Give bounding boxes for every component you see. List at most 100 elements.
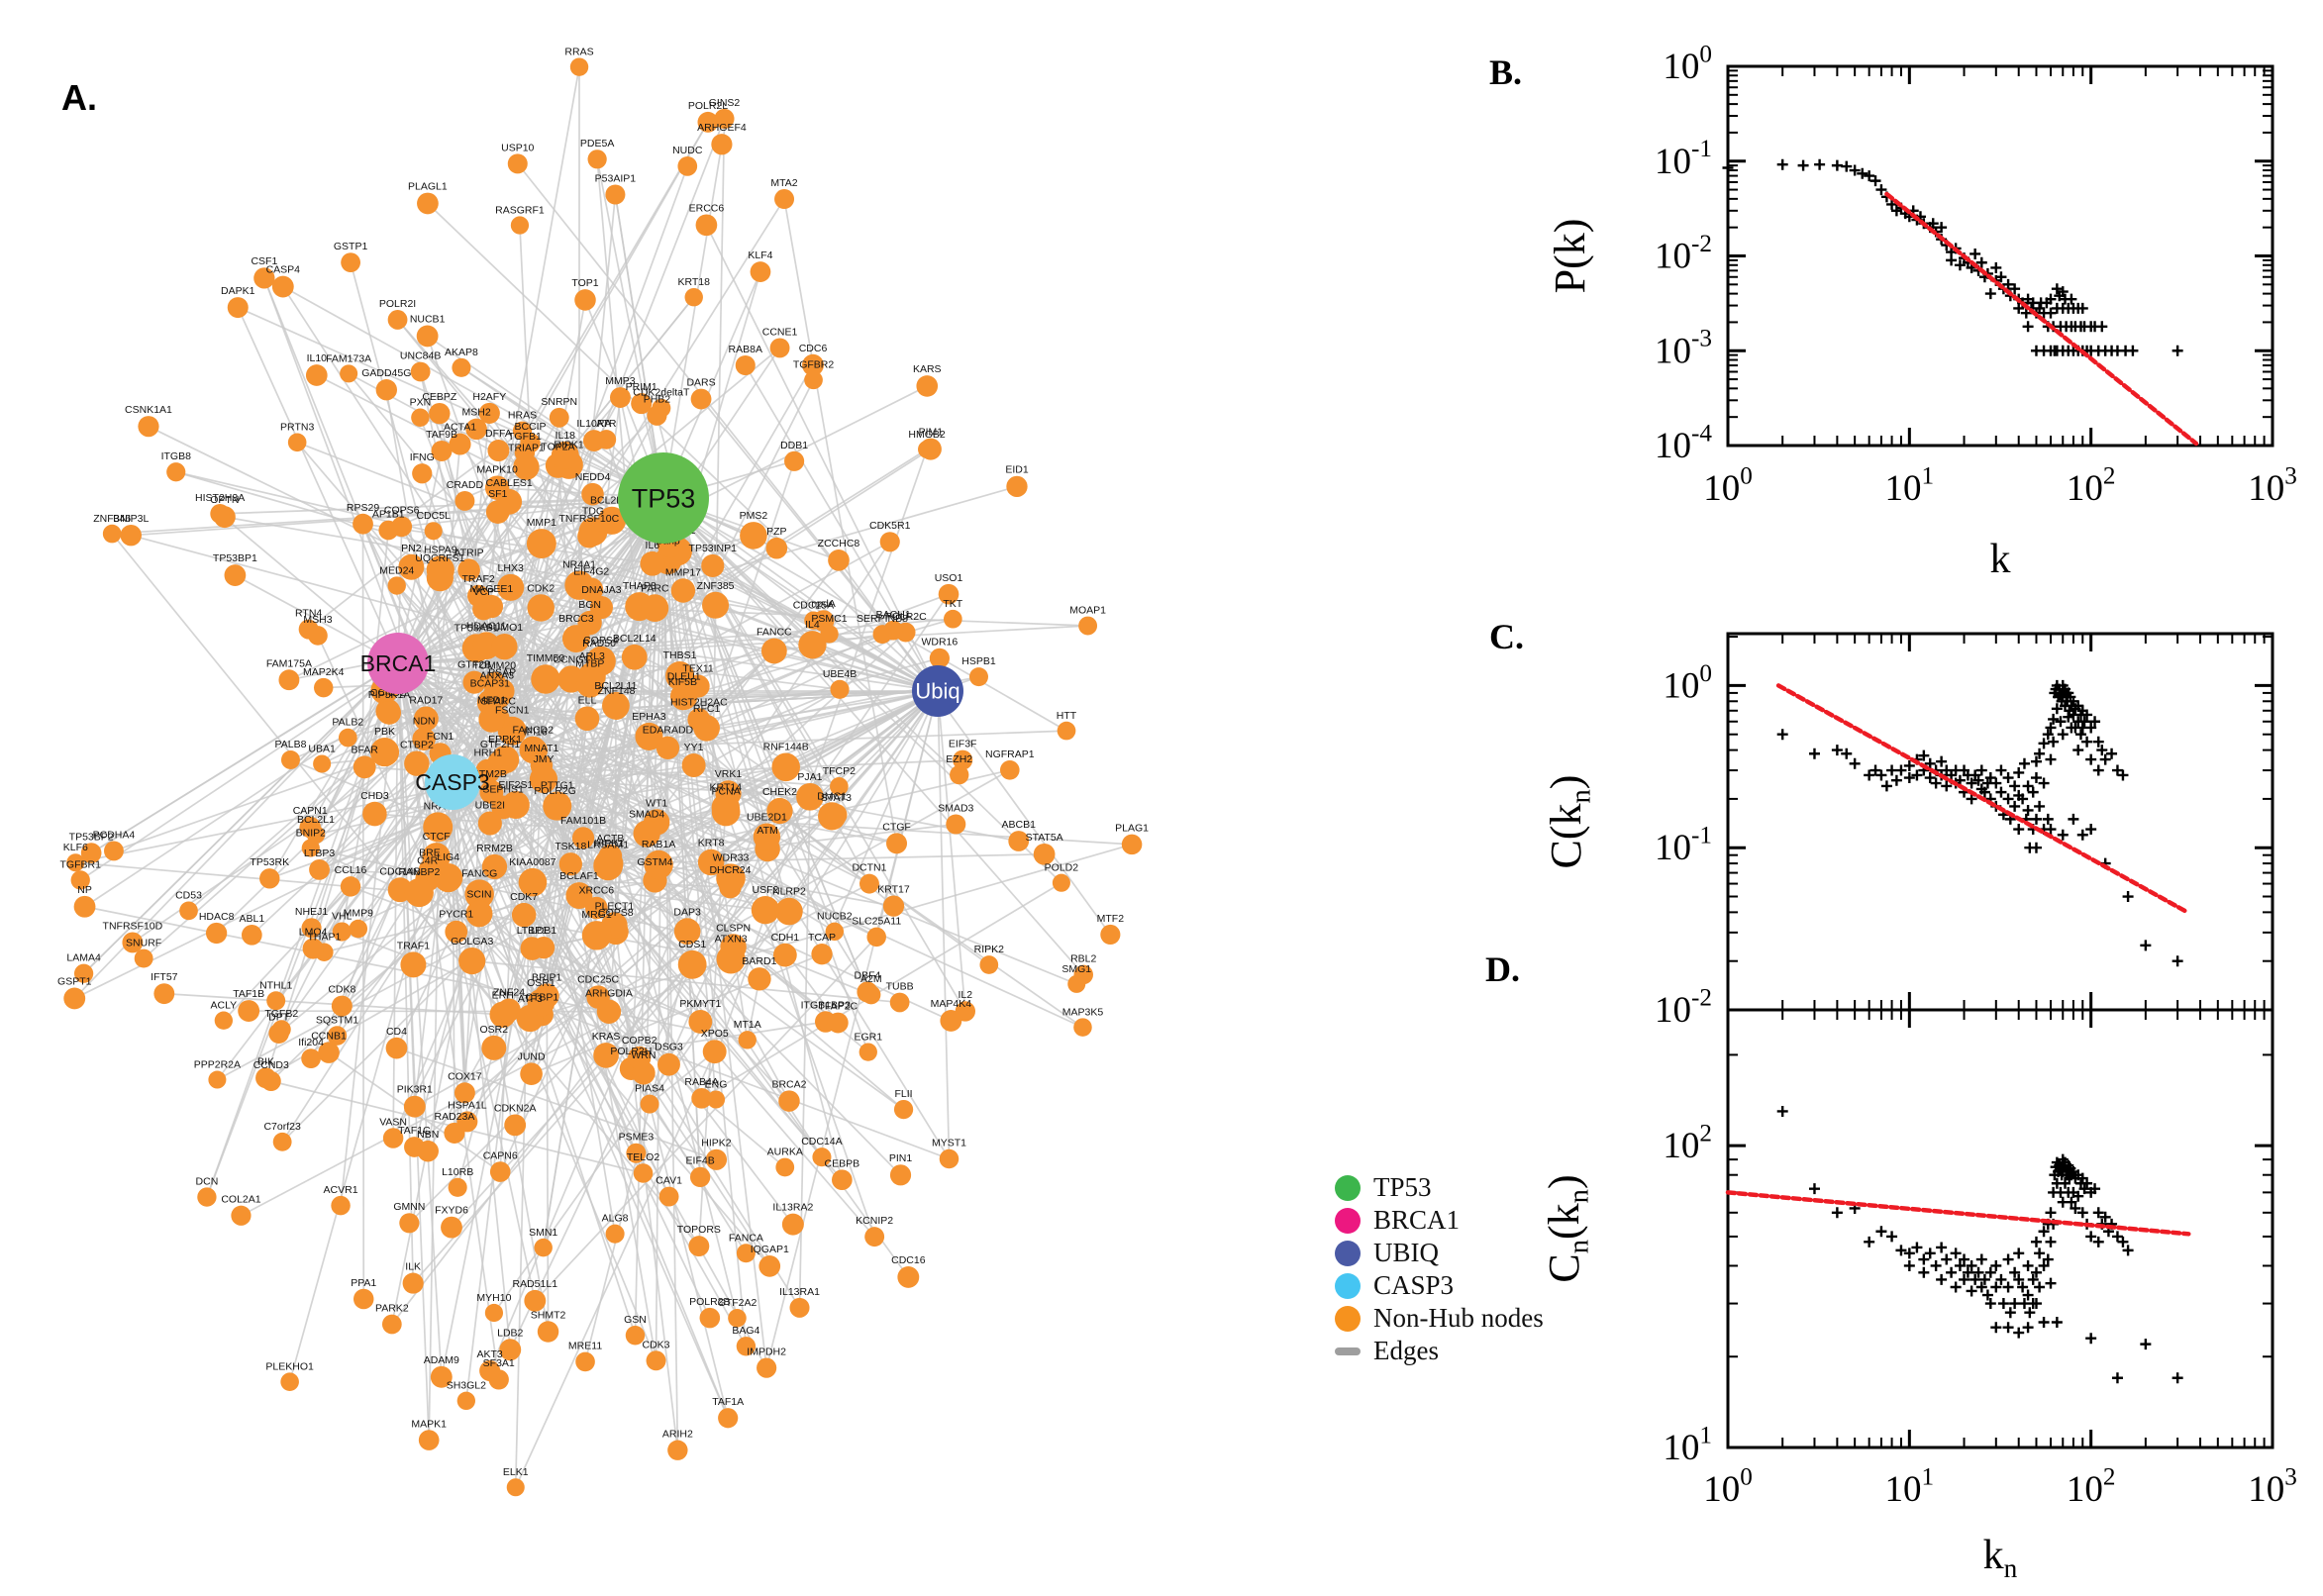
network-node xyxy=(238,1000,260,1022)
network-node-label: EIF2S1 xyxy=(498,779,533,791)
network-node xyxy=(362,801,387,827)
network-node-label: MTBP xyxy=(575,658,604,670)
network-node xyxy=(577,525,601,549)
network-node-label: KLF4 xyxy=(748,249,772,261)
network-node-label: CTBP2 xyxy=(400,739,434,750)
network-node-label: CTBP1 xyxy=(525,991,558,1003)
network-node xyxy=(693,715,720,742)
scatter-points xyxy=(1722,158,2183,356)
legend-item-tp53: TP53 xyxy=(1335,1171,1544,1204)
network-node-label: MMP3 xyxy=(605,375,635,387)
brca1-hub-icon xyxy=(1335,1207,1361,1234)
network-node-label: BCL2L11 xyxy=(594,680,637,692)
network-node-label: BCL2L1 xyxy=(297,814,335,826)
network-node xyxy=(1073,1018,1092,1037)
svg-text:101: 101 xyxy=(1885,462,1935,509)
network-node-label: PKMYT1 xyxy=(679,998,721,1010)
network-node xyxy=(484,1303,504,1323)
network-node-label: HIPK2 xyxy=(701,1138,732,1149)
network-node-label: EZH2 xyxy=(946,753,972,765)
network-node-label: TFCP2 xyxy=(823,765,856,777)
network-node xyxy=(122,932,144,953)
network-node xyxy=(423,812,454,843)
network-node-label: CDC6 xyxy=(799,343,828,354)
network-node xyxy=(456,1111,478,1133)
network-node xyxy=(489,1161,511,1182)
panel-label-c: C. xyxy=(1489,617,1524,656)
network-node xyxy=(340,876,361,897)
network-node xyxy=(341,252,361,273)
network-node xyxy=(504,1114,527,1137)
network-node xyxy=(1008,831,1030,851)
network-node-label: Ifi204 xyxy=(298,1037,324,1048)
hub-label-brca1: BRCA1 xyxy=(360,650,437,676)
network-node xyxy=(416,325,439,348)
network-node xyxy=(479,779,504,804)
network-node xyxy=(751,896,780,925)
network-node-label: YY1 xyxy=(684,742,704,753)
network-node xyxy=(943,609,962,629)
network-node-label: NLRP2 xyxy=(772,886,806,898)
network-node-label: DSG3 xyxy=(655,1042,683,1053)
network-node xyxy=(448,1177,467,1197)
network-node-label: HSPB1 xyxy=(961,655,996,667)
network-node xyxy=(271,275,294,298)
network-node xyxy=(781,1213,804,1236)
network-node xyxy=(120,524,142,547)
network-node-label: AKAP8 xyxy=(445,347,478,358)
network-node-label: IFI16 xyxy=(524,727,548,739)
network-node-label: TEX11 xyxy=(682,662,713,674)
network-node xyxy=(587,150,607,169)
network-node-label: KRT14 xyxy=(710,782,743,794)
network-node-label: UBE2I xyxy=(475,799,505,811)
network-node xyxy=(670,578,696,603)
network-node-label: ILK xyxy=(405,1261,421,1273)
network-node-label: EPPK1 xyxy=(488,734,522,746)
network-node-label: MMP17 xyxy=(665,566,701,578)
network-node xyxy=(179,901,198,921)
legend-label: UBIQ xyxy=(1373,1238,1439,1267)
network-node-label: ATR xyxy=(596,418,617,430)
network-node xyxy=(280,1372,299,1391)
network-node-label: BGN xyxy=(578,599,601,611)
network-node xyxy=(569,57,589,76)
network-node-label: CDK3 xyxy=(643,1339,670,1350)
network-node-label: USP10 xyxy=(501,142,534,153)
network-node xyxy=(575,669,604,698)
network-node xyxy=(968,667,988,687)
network-node xyxy=(697,111,719,133)
network-node-label: HDAC8 xyxy=(199,911,235,923)
network-node-label: TFAP2C xyxy=(818,1001,858,1013)
network-node-label: TDG xyxy=(582,505,604,517)
network-node xyxy=(946,814,966,835)
network-node xyxy=(255,1067,276,1089)
network-node-label: TAF1A xyxy=(712,1396,744,1408)
network-node xyxy=(287,433,307,452)
network-node-label: UBE4B xyxy=(823,668,857,680)
network-node xyxy=(872,625,892,645)
network-node xyxy=(858,1043,877,1061)
network-node xyxy=(353,513,373,535)
network-node-label: PYCR1 xyxy=(439,909,473,921)
network-node-label: RAD51L1 xyxy=(513,1278,558,1290)
network-node-label: KRT17 xyxy=(877,883,910,895)
network-node-label: HSPA9 xyxy=(424,544,457,555)
network-node-label: ZCCHC8 xyxy=(818,538,860,549)
network-node-label: L10RB xyxy=(442,1166,473,1178)
network-node-label: EPHA3 xyxy=(632,711,666,723)
network-node-label: HSPA1L xyxy=(448,1099,487,1111)
network-node-label: TGFB1 xyxy=(508,431,542,443)
network-node xyxy=(398,553,425,580)
network-node-label: NUCB2 xyxy=(817,911,853,923)
network-node-label: CAV1 xyxy=(656,1175,682,1187)
network-node xyxy=(758,1255,781,1277)
network-node-label: CDC14B xyxy=(379,865,420,877)
network-node xyxy=(387,576,406,595)
network-node xyxy=(738,1031,757,1049)
network-node xyxy=(271,1020,291,1040)
network-node-label: ACTA1 xyxy=(444,422,476,434)
network-node xyxy=(456,1391,476,1411)
network-node-label: MRG1 xyxy=(581,909,611,921)
network-node xyxy=(866,927,886,948)
tp53-hub-icon xyxy=(1335,1174,1361,1201)
